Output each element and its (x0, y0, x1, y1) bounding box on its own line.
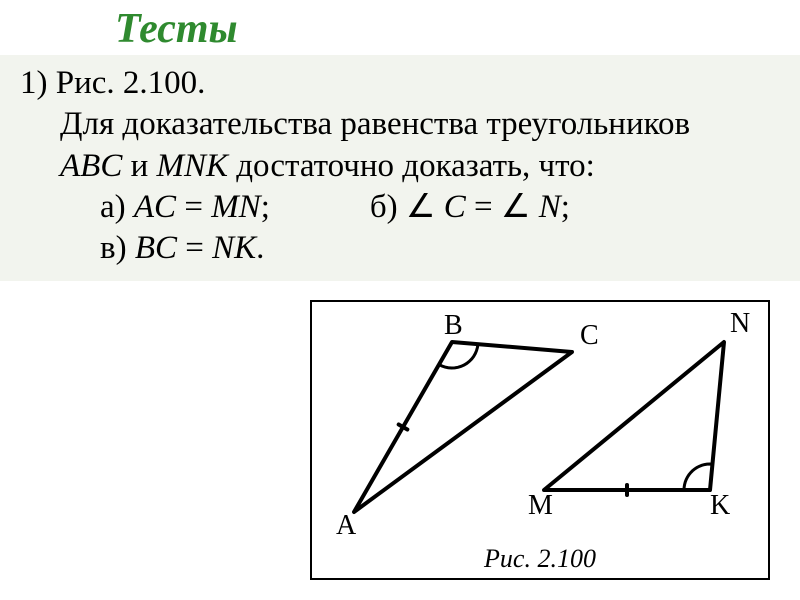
option-c: в) BC = NK. (20, 228, 780, 269)
figure-2-100: A B C M N K Рис. 2.100 (310, 300, 770, 580)
tri-name-abc: ABC (60, 148, 122, 184)
option-c-label: в) (100, 230, 135, 266)
option-b-rhs: N (539, 189, 561, 225)
svg-text:K: K (710, 490, 730, 521)
figure-caption: Рис. 2.100 (312, 544, 768, 574)
page-title: Тесты (115, 5, 238, 53)
text-tail: достаточно доказать, что: (228, 148, 595, 184)
svg-text:A: A (336, 510, 357, 541)
option-a: а) AC = MN; (100, 187, 270, 228)
svg-text:M: M (528, 490, 553, 521)
angle-icon: ∠ (406, 189, 444, 225)
option-a-end: ; (261, 189, 270, 225)
text-and: и (122, 148, 156, 184)
problem-block: 1) Рис. 2.100. Для доказательства равенс… (0, 55, 800, 281)
option-a-rhs: MN (211, 189, 261, 225)
option-a-lhs: AC (134, 189, 176, 225)
option-a-eq: = (176, 189, 211, 225)
geometry-diagram: A B C M N K (312, 302, 768, 542)
tri-name-mnk: MNK (157, 148, 229, 184)
svg-text:C: C (580, 320, 599, 351)
option-c-eq: = (177, 230, 212, 266)
problem-line1: Для доказательства равенства треугольник… (60, 106, 690, 142)
option-c-end: . (256, 230, 264, 266)
option-b-eq: = (466, 189, 501, 225)
svg-text:B: B (444, 310, 463, 341)
figure-ref: Рис. 2.100. (56, 65, 206, 101)
option-c-lhs: BC (135, 230, 177, 266)
option-c-rhs: NK (212, 230, 256, 266)
option-a-label: а) (100, 189, 134, 225)
option-b-lhs: C (444, 189, 466, 225)
angle-icon: ∠ (501, 189, 539, 225)
problem-number: 1) (20, 65, 48, 101)
option-b: б) ∠ C = ∠ N; (270, 187, 570, 228)
svg-text:N: N (730, 308, 750, 339)
option-b-label: б) (370, 189, 406, 225)
option-b-end: ; (561, 189, 570, 225)
